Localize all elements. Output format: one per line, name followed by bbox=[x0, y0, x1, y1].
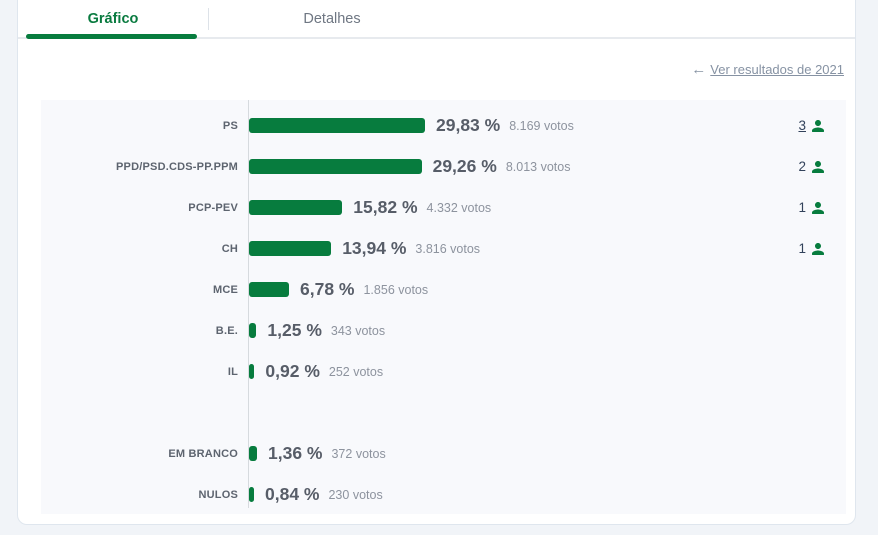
chart-axis bbox=[248, 100, 249, 508]
votes-value: 252 votos bbox=[328, 364, 384, 379]
chart-row: CH 13,94 % 3.816 votos 1 bbox=[41, 228, 846, 269]
chart-row: PPD/PSD.CDS-PP.PPM 29,26 % 8.013 votos 2 bbox=[41, 146, 846, 187]
party-label: EM BRANCO bbox=[168, 447, 238, 460]
vote-bar bbox=[249, 282, 289, 297]
mandates-count: 1 bbox=[798, 241, 806, 256]
chart-row: PS 29,83 % 8.169 votos 3 bbox=[41, 105, 846, 146]
party-label: PCP-PEV bbox=[188, 201, 238, 214]
group-spacer bbox=[41, 392, 846, 433]
backlink-row: ← Ver resultados de 2021 bbox=[18, 61, 844, 78]
tab-detalhes[interactable]: Detalhes bbox=[209, 0, 455, 37]
party-label: PS bbox=[222, 119, 238, 132]
results-card: Gráfico Detalhes ← Ver resultados de 202… bbox=[17, 0, 856, 525]
votes-value: 3.816 votos bbox=[415, 241, 481, 256]
chart-row: B.E. 1,25 % 343 votos bbox=[41, 310, 846, 351]
mandates-count: 1 bbox=[798, 200, 806, 215]
votes-value: 8.013 votos bbox=[505, 159, 571, 174]
tab-detalhes-label: Detalhes bbox=[303, 10, 361, 27]
vote-bar bbox=[249, 323, 257, 338]
votes-value: 1.856 votos bbox=[363, 282, 429, 297]
percent-value: 1,36 % bbox=[268, 443, 323, 463]
vote-bar bbox=[249, 487, 254, 502]
chart-row: MCE 6,78 % 1.856 votos bbox=[41, 269, 846, 310]
percent-value: 29,26 % bbox=[432, 156, 497, 176]
view-2021-results-label: Ver resultados de 2021 bbox=[710, 62, 844, 77]
percent-value: 0,84 % bbox=[265, 484, 320, 504]
chart-row: EM BRANCO 1,36 % 372 votos bbox=[41, 433, 846, 474]
vote-bar bbox=[249, 446, 257, 461]
votes-value: 230 votos bbox=[328, 487, 383, 502]
percent-value: 13,94 % bbox=[342, 238, 407, 258]
vote-bar bbox=[249, 364, 255, 379]
percent-value: 1,25 % bbox=[267, 320, 322, 340]
percent-value: 6,78 % bbox=[300, 279, 355, 299]
view-2021-results-link[interactable]: ← Ver resultados de 2021 bbox=[691, 61, 844, 78]
votes-value: 372 votos bbox=[331, 446, 386, 461]
vote-bar bbox=[249, 159, 422, 174]
mandates: 1 bbox=[798, 240, 846, 258]
mandates-count: 2 bbox=[798, 159, 806, 174]
percent-value: 15,82 % bbox=[353, 197, 418, 217]
mandates: 1 bbox=[798, 199, 846, 217]
percent-value: 29,83 % bbox=[436, 115, 501, 135]
mandates: 2 bbox=[798, 158, 846, 176]
person-icon bbox=[809, 240, 827, 258]
chart-rows: PS 29,83 % 8.169 votos 3 PPD/PSD.CDS-PP.PPM 2… bbox=[41, 105, 846, 515]
back-arrow-icon: ← bbox=[691, 61, 707, 78]
mandates: 3 bbox=[798, 117, 846, 135]
vote-bar bbox=[249, 200, 343, 215]
party-label: IL bbox=[227, 365, 238, 378]
votes-value: 343 votos bbox=[330, 323, 386, 338]
chart-row: NULOS 0,84 % 230 votos bbox=[41, 474, 846, 515]
vote-bar bbox=[249, 241, 332, 256]
votes-value: 8.169 votos bbox=[509, 118, 574, 133]
person-icon bbox=[809, 158, 827, 176]
vote-bar bbox=[249, 118, 425, 133]
votes-value: 4.332 votos bbox=[426, 200, 492, 215]
party-label: NULOS bbox=[198, 488, 238, 501]
percent-value: 0,92 % bbox=[265, 361, 320, 381]
tab-bar: Gráfico Detalhes bbox=[18, 0, 855, 39]
tab-grafico[interactable]: Gráfico bbox=[18, 0, 208, 39]
chart-panel: PS 29,83 % 8.169 votos 3 PPD/PSD.CDS-PP.PPM 2… bbox=[41, 100, 846, 514]
chart-row: PCP-PEV 15,82 % 4.332 votos 1 bbox=[41, 187, 846, 228]
tab-grafico-label: Gráfico bbox=[87, 10, 139, 27]
person-icon bbox=[809, 199, 827, 217]
chart-row: IL 0,92 % 252 votos bbox=[41, 351, 846, 392]
party-label: PPD/PSD.CDS-PP.PPM bbox=[116, 160, 238, 173]
mandates-count[interactable]: 3 bbox=[798, 118, 806, 133]
party-label: B.E. bbox=[215, 324, 238, 337]
party-label: CH bbox=[221, 242, 238, 255]
party-label: MCE bbox=[212, 283, 238, 296]
tab-divider bbox=[208, 7, 209, 30]
person-icon bbox=[809, 117, 827, 135]
